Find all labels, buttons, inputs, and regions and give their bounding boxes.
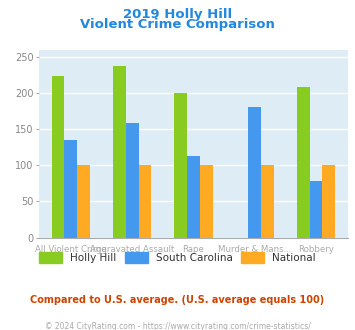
Bar <box>310 181 322 238</box>
Legend: Holly Hill, South Carolina, National: Holly Hill, South Carolina, National <box>35 248 320 267</box>
Bar <box>77 165 90 238</box>
Bar <box>187 156 200 238</box>
Bar <box>65 140 77 238</box>
Bar <box>297 87 310 238</box>
Bar <box>248 107 261 238</box>
Bar <box>51 76 65 238</box>
Bar <box>174 93 187 238</box>
Text: 2019 Holly Hill: 2019 Holly Hill <box>123 8 232 21</box>
Text: Violent Crime Comparison: Violent Crime Comparison <box>80 18 275 31</box>
Text: Compared to U.S. average. (U.S. average equals 100): Compared to U.S. average. (U.S. average … <box>31 295 324 305</box>
Bar <box>200 165 213 238</box>
Bar <box>113 66 126 238</box>
Bar <box>322 165 335 238</box>
Bar <box>126 123 139 238</box>
Bar <box>139 165 152 238</box>
Bar <box>261 165 274 238</box>
Text: © 2024 CityRating.com - https://www.cityrating.com/crime-statistics/: © 2024 CityRating.com - https://www.city… <box>45 322 310 330</box>
